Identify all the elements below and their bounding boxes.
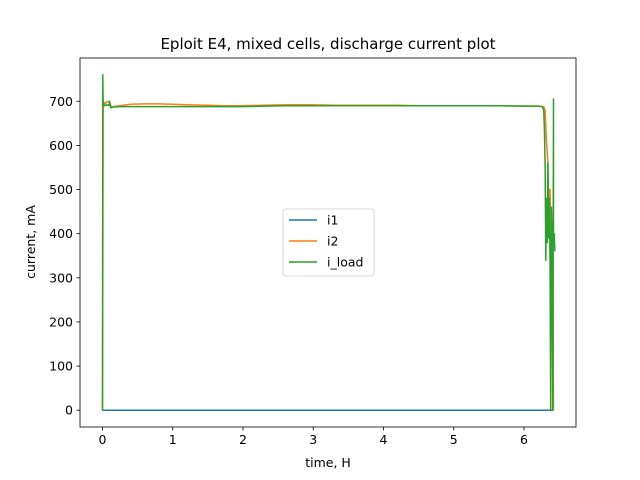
y-tick-label: 300	[49, 270, 73, 285]
series-layer	[101, 74, 556, 411]
legend-box	[282, 208, 375, 277]
y-axis-label: current, mA	[23, 205, 38, 279]
plot-frame	[79, 57, 577, 428]
legend: i1 i2 i_load	[282, 208, 375, 277]
x-tick-label: 0	[99, 432, 107, 447]
x-tick-label: 1	[169, 432, 177, 447]
x-tick-label: 4	[380, 432, 388, 447]
x-axis-label: time, H	[305, 455, 351, 470]
legend-items: i1 i2 i_load	[289, 213, 363, 270]
x-tick-label: 6	[520, 432, 528, 447]
legend-label-i-load: i_load	[327, 255, 363, 270]
x-tick-label: 5	[450, 432, 458, 447]
legend-label-i2: i2	[327, 234, 338, 249]
chart-title: Eploit E4, mixed cells, discharge curren…	[160, 35, 495, 53]
x-axis-ticks: 0 1 2 3 4 5 6	[99, 427, 528, 447]
y-tick-label: 200	[49, 314, 73, 329]
x-tick-label: 3	[309, 432, 317, 447]
y-tick-label: 400	[49, 226, 73, 241]
y-tick-label: 700	[49, 94, 73, 109]
y-tick-label: 100	[49, 359, 73, 374]
y-tick-label: 600	[49, 138, 73, 153]
x-tick-label: 2	[239, 432, 247, 447]
y-axis-ticks: 0 100 200 300 400 500 600 700	[49, 94, 80, 418]
y-tick-label: 500	[49, 182, 73, 197]
legend-label-i1: i1	[327, 213, 338, 228]
y-tick-label: 0	[65, 403, 73, 418]
series-line-i-load	[101, 74, 556, 411]
